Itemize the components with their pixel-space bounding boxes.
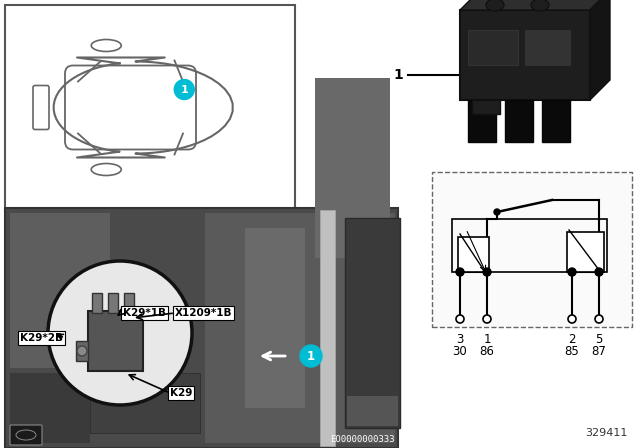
Circle shape	[483, 315, 491, 323]
Bar	[315, 78, 390, 258]
Bar	[10, 213, 110, 368]
Bar	[468, 30, 518, 65]
Circle shape	[595, 315, 603, 323]
Bar	[92, 293, 102, 313]
Text: EO0000000333: EO0000000333	[330, 435, 395, 444]
Bar	[90, 373, 200, 433]
Text: 329411: 329411	[586, 428, 628, 438]
Bar	[320, 210, 335, 446]
Text: 1: 1	[483, 332, 491, 345]
Polygon shape	[590, 0, 610, 100]
Bar	[88, 311, 143, 371]
Circle shape	[456, 315, 464, 323]
Bar	[472, 100, 500, 114]
Bar	[76, 341, 88, 361]
Text: 5: 5	[595, 332, 603, 345]
Circle shape	[300, 345, 322, 367]
Text: K29*2B: K29*2B	[20, 333, 63, 343]
Text: K29*1B: K29*1B	[123, 308, 166, 318]
Text: 86: 86	[479, 345, 495, 358]
Bar	[345, 218, 400, 428]
Text: X1209*1B: X1209*1B	[175, 308, 232, 318]
Circle shape	[494, 209, 500, 215]
Bar	[525, 30, 570, 65]
Circle shape	[456, 268, 464, 276]
Circle shape	[595, 268, 603, 276]
Bar	[567, 232, 604, 272]
Polygon shape	[460, 0, 610, 10]
Bar	[124, 293, 134, 313]
Circle shape	[77, 346, 87, 356]
Bar	[460, 10, 590, 100]
FancyBboxPatch shape	[10, 425, 42, 445]
Bar	[245, 228, 305, 408]
Bar	[108, 293, 118, 313]
Circle shape	[48, 261, 192, 405]
Bar	[10, 373, 90, 443]
Circle shape	[568, 315, 576, 323]
Text: 2: 2	[568, 332, 576, 345]
Bar	[505, 100, 533, 142]
Ellipse shape	[486, 0, 504, 11]
Bar	[458, 237, 489, 272]
Text: 87: 87	[591, 345, 607, 358]
Bar	[5, 208, 398, 448]
Text: 30: 30	[452, 345, 467, 358]
Text: 3: 3	[456, 332, 464, 345]
Circle shape	[483, 268, 491, 276]
Bar	[205, 213, 395, 443]
Bar	[452, 219, 607, 272]
Bar	[468, 100, 496, 142]
Bar	[432, 172, 632, 327]
Bar	[542, 100, 570, 142]
Ellipse shape	[531, 0, 549, 11]
Bar	[347, 396, 398, 426]
Circle shape	[568, 268, 576, 276]
Text: 1: 1	[180, 85, 188, 95]
Text: 85: 85	[564, 345, 579, 358]
Text: 1: 1	[393, 68, 403, 82]
Bar	[5, 5, 295, 210]
Text: 1: 1	[307, 349, 315, 362]
Text: K29: K29	[170, 388, 193, 398]
Circle shape	[174, 79, 195, 99]
